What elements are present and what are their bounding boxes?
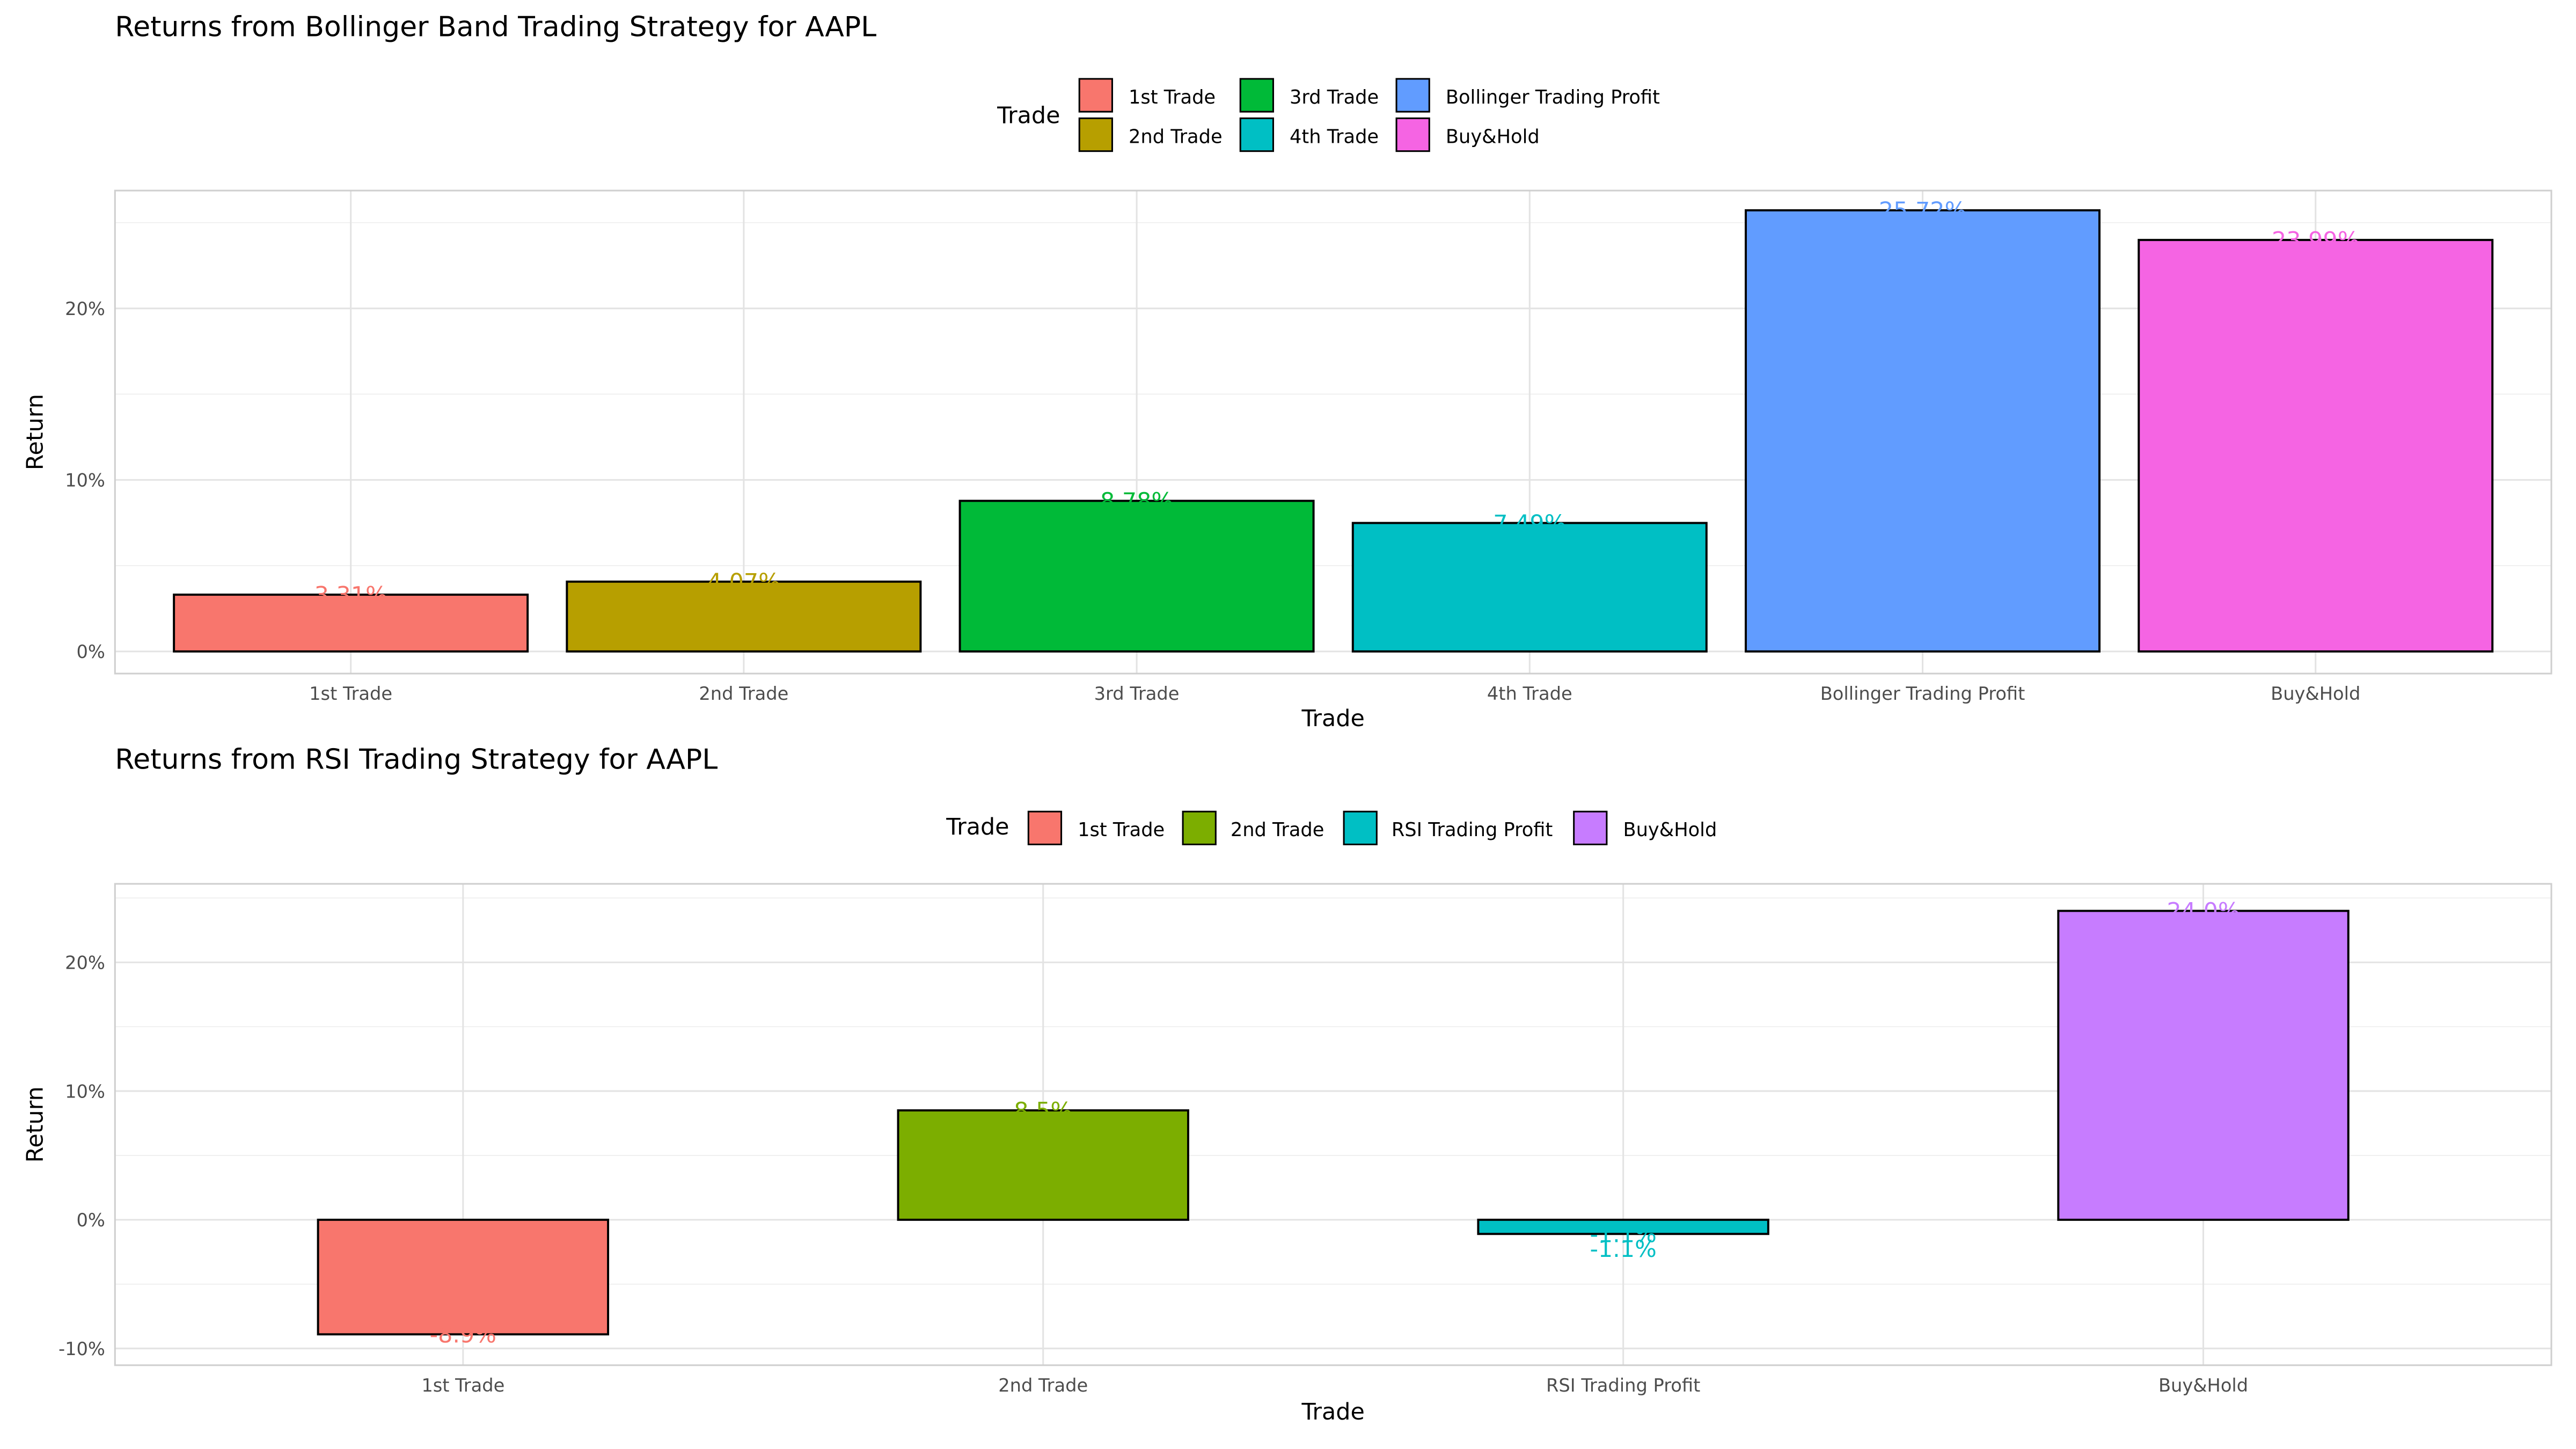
y-tick-label: 0% (77, 641, 105, 662)
legend: Trade 1st Trade 2nd Trade 3rd Trade 4th Trad… (997, 78, 1660, 152)
data-label-1st-trade: -8.9% (430, 1322, 496, 1349)
data-label-2nd-trade: 4.07% (707, 569, 780, 596)
legend-key-2nd-trade (1182, 810, 1217, 845)
bar-buy-hold (2057, 910, 2350, 1221)
legend-label-4th-trade: 4th Trade (1290, 126, 1379, 148)
legend-key-buy-hold (1395, 117, 1430, 152)
chart-title: Returns from Bollinger Band Trading Stra… (115, 11, 876, 43)
x-tick-label-buy-hold: Buy&Hold (2271, 683, 2360, 704)
bar-3rd-trade (958, 500, 1315, 653)
legend-key-3rd-trade (1239, 78, 1274, 113)
x-axis: 1st Trade 2nd Trade 3rd Trade 4th Trade Boll… (309, 683, 2360, 732)
chart-1: Returns from Bollinger Band Trading Stra… (22, 11, 2552, 732)
y-axis: 0% 10% 20% Return (22, 298, 105, 662)
bars (173, 209, 2494, 653)
legend-label-2nd-trade: 2nd Trade (1231, 819, 1324, 841)
bar-1st-trade (317, 1218, 610, 1336)
panel-border (114, 883, 2552, 1366)
legend-key-2nd-trade (1078, 117, 1113, 152)
x-tick-label-2nd-trade: 2nd Trade (998, 1375, 1088, 1396)
x-tick-label-1st-trade: 1st Trade (421, 1375, 504, 1396)
legend-key-buy-hold (1573, 810, 1608, 845)
x-tick-label-rsi-trading-profit: RSI Trading Profit (1546, 1375, 1700, 1396)
data-label-1st-trade: 3.31% (314, 582, 387, 609)
bar-4th-trade (1351, 522, 1708, 653)
legend-key-1st-trade (1027, 810, 1063, 845)
x-axis-title: Trade (1301, 705, 1365, 732)
panel-border (114, 189, 2552, 675)
y-tick-label: 10% (65, 470, 105, 491)
legend-title: Trade (946, 814, 1009, 840)
x-tick-label-buy-hold: Buy&Hold (2158, 1375, 2248, 1396)
chart-title: Returns from RSI Trading Strategy for AA… (115, 744, 718, 776)
data-label-buy-hold: 23.99% (2272, 227, 2359, 254)
x-axis: 1st Trade 2nd Trade RSI Trading Profit Buy&… (421, 1375, 2248, 1425)
y-tick-label: 20% (65, 298, 105, 319)
bar-2nd-trade (566, 580, 922, 653)
legend: Trade 1st Trade 2nd Trade RSI Trading Profi… (946, 810, 1717, 845)
y-tick-label: -10% (58, 1338, 105, 1359)
y-tick-label: 20% (65, 952, 105, 973)
data-labels: 3.31% 4.07% 8.78% 7.49% 25.72% 23.99% (314, 197, 2360, 609)
y-axis: -10% 0% 10% 20% Return (22, 952, 105, 1359)
legend-label-2nd-trade: 2nd Trade (1129, 126, 1223, 148)
legend-title: Trade (997, 103, 1060, 129)
legend-label-1st-trade: 1st Trade (1078, 819, 1165, 841)
bars (317, 910, 2350, 1336)
bar-2nd-trade (897, 1109, 1189, 1221)
data-label-2nd-trade: 8.5% (1014, 1097, 1072, 1124)
y-tick-label: 10% (65, 1081, 105, 1102)
y-axis-title: Return (22, 394, 49, 470)
legend-key-bollinger-trading-profit (1395, 78, 1430, 113)
data-label-buy-hold: 24.0% (2167, 898, 2240, 925)
legend-label-rsi-trading-profit: RSI Trading Profit (1392, 819, 1553, 841)
bar-bollinger-trading-profit (1745, 209, 2101, 653)
y-axis-title: Return (22, 1086, 49, 1162)
data-labels: -8.9% 8.5% -1.1% 24.0% -1.1% (430, 898, 2240, 1349)
legend-label-buy-hold: Buy&Hold (1446, 126, 1540, 148)
data-label-extra-rsi-trading-profit: -1.1% (1590, 1236, 1656, 1263)
data-label-3rd-trade: 8.78% (1100, 488, 1173, 515)
x-tick-label-1st-trade: 1st Trade (309, 683, 392, 704)
x-axis-title: Trade (1301, 1399, 1365, 1425)
legend-label-buy-hold: Buy&Hold (1623, 819, 1717, 841)
bar-buy-hold (2138, 239, 2494, 653)
data-label-bollinger-trading-profit: 25.72% (1879, 197, 1966, 224)
bar-1st-trade (173, 594, 529, 653)
bar-rsi-trading-profit (1477, 1218, 1769, 1235)
x-tick-label-2nd-trade: 2nd Trade (699, 683, 788, 704)
data-label-rsi-trading-profit: -1.1% (1590, 1221, 1656, 1248)
y-tick-label: 0% (77, 1210, 105, 1231)
legend-label-3rd-trade: 3rd Trade (1290, 86, 1379, 108)
legend-key-1st-trade (1078, 78, 1113, 113)
data-label-4th-trade: 7.49% (1493, 510, 1566, 537)
x-tick-label-3rd-trade: 3rd Trade (1094, 683, 1180, 704)
legend-key-rsi-trading-profit (1343, 810, 1378, 845)
chart-2: Returns from RSI Trading Strategy for AA… (22, 744, 2552, 1425)
x-tick-label-bollinger-trading-profit: Bollinger Trading Profit (1820, 683, 2025, 704)
legend-label-1st-trade: 1st Trade (1129, 86, 1216, 108)
legend-label-bollinger-trading-profit: Bollinger Trading Profit (1446, 86, 1660, 108)
x-tick-label-4th-trade: 4th Trade (1487, 683, 1572, 704)
legend-key-4th-trade (1239, 117, 1274, 152)
